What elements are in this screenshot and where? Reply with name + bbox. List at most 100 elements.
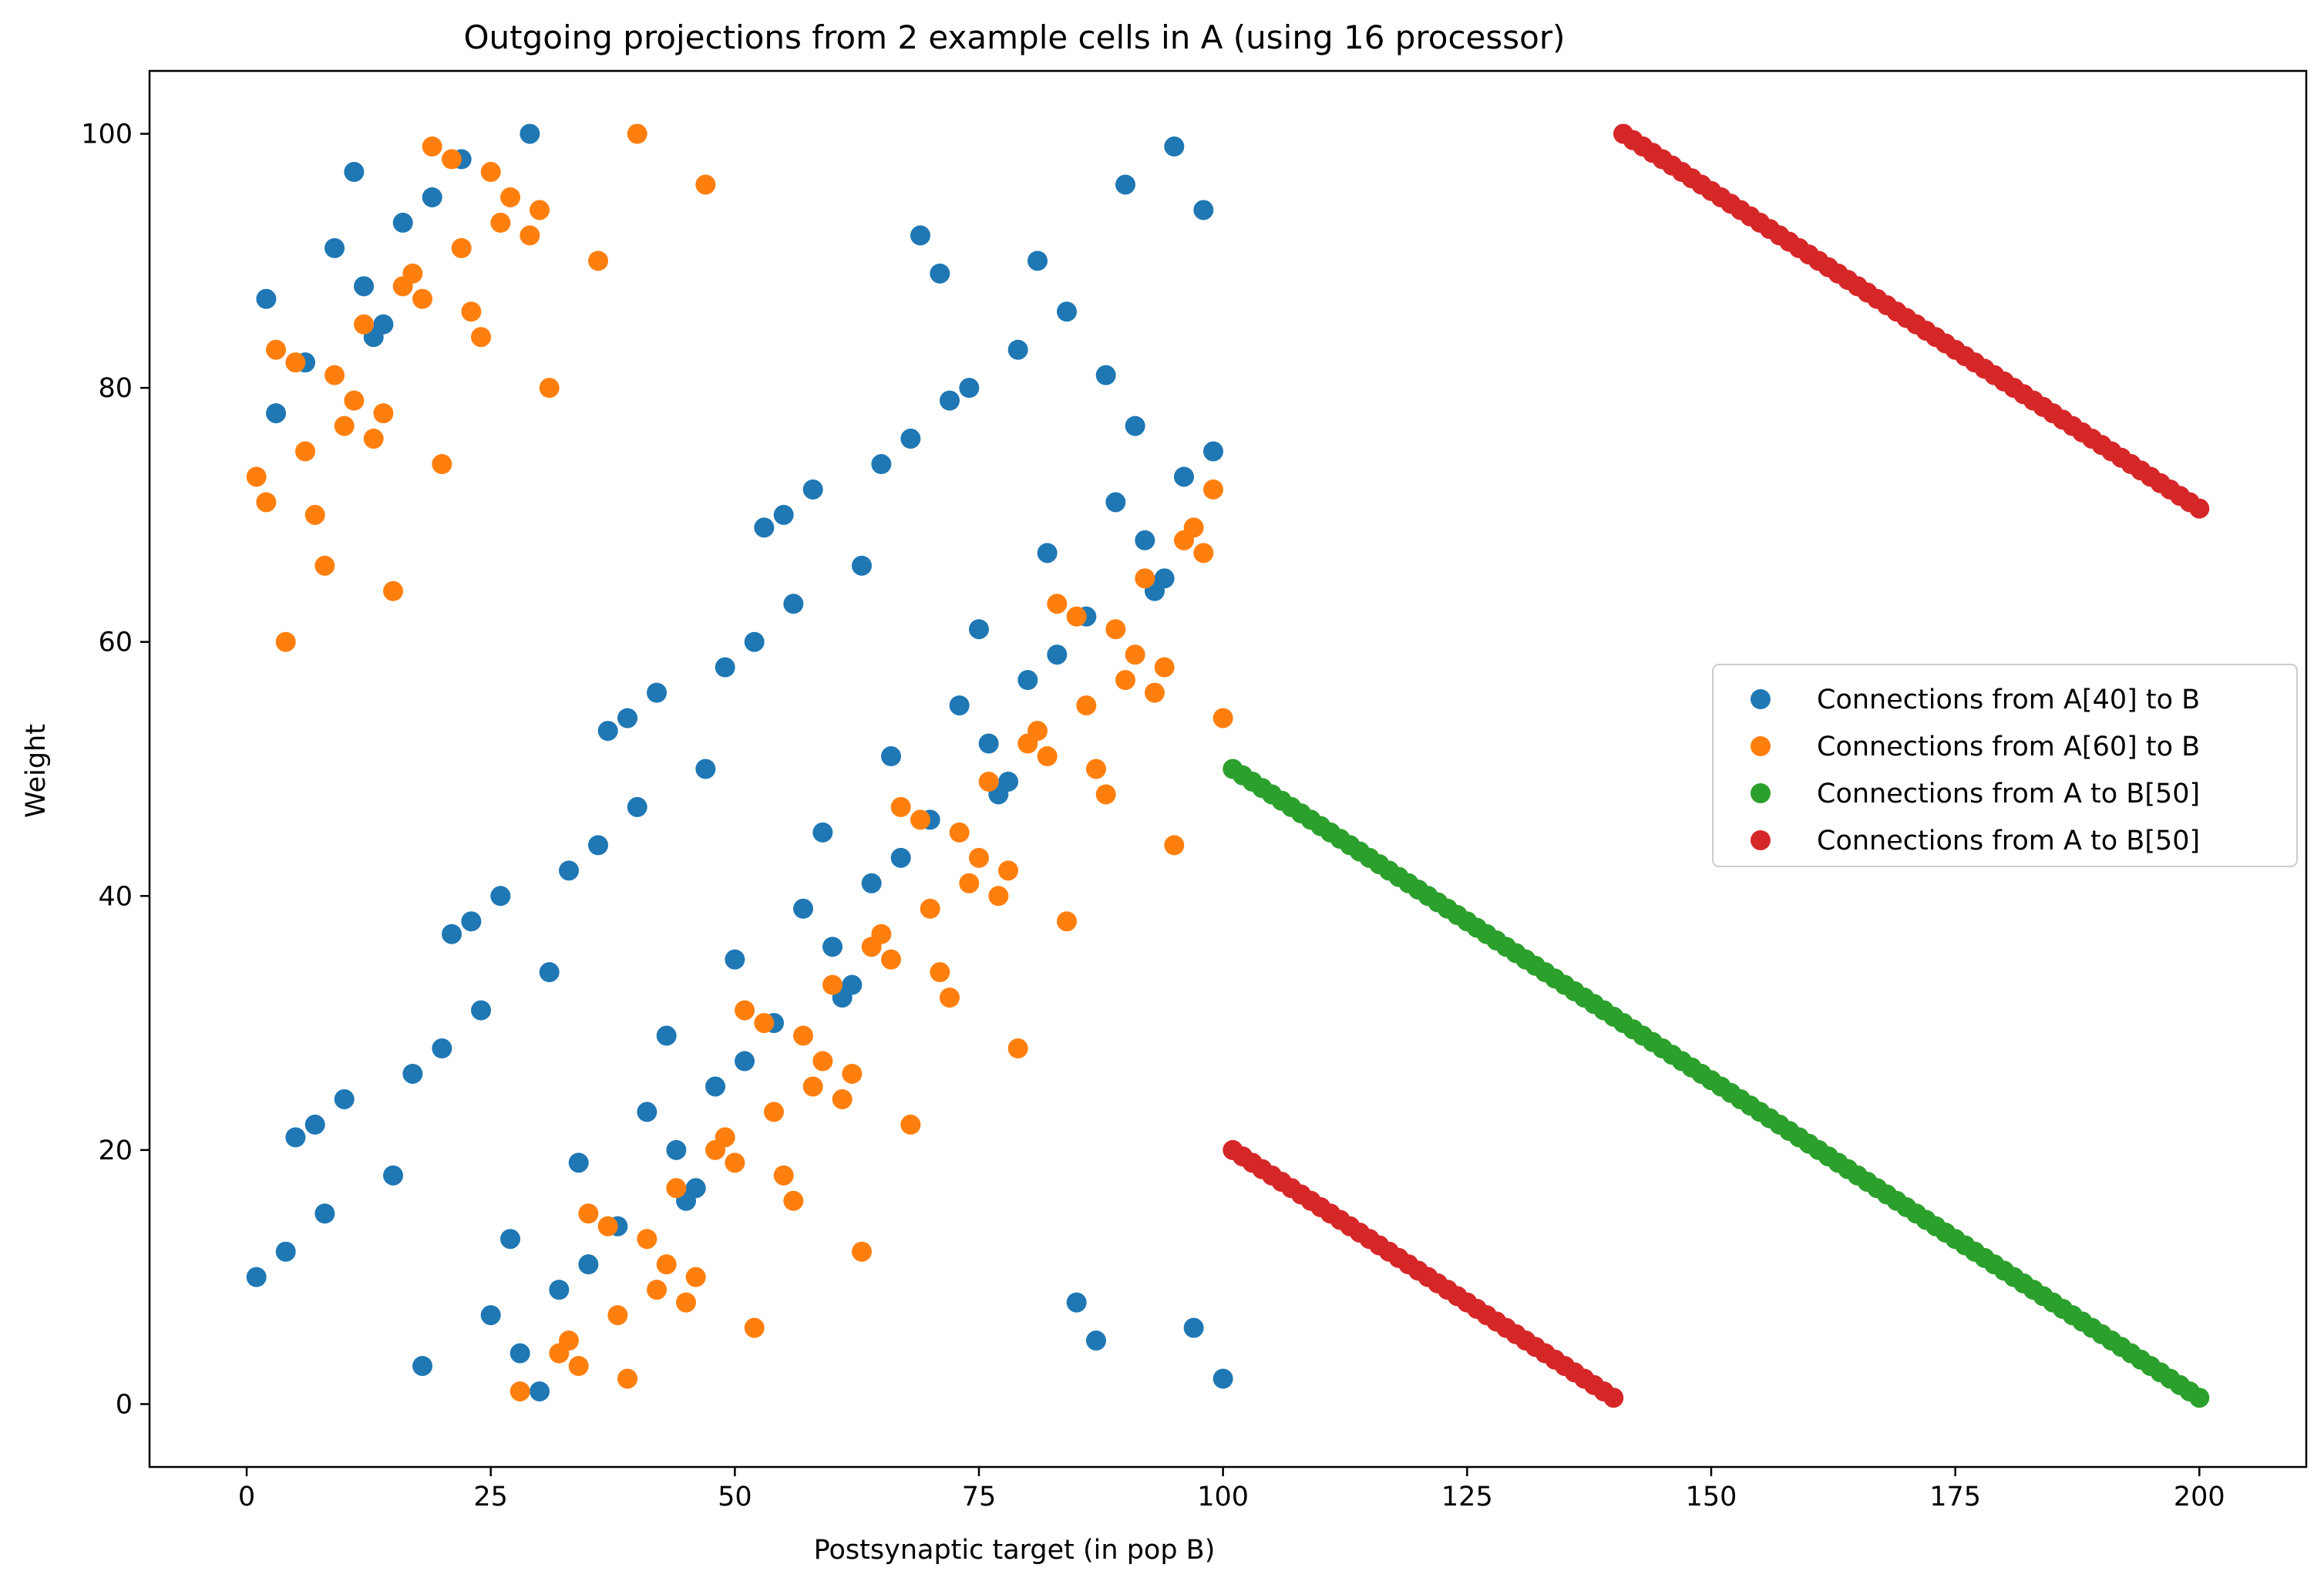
data-point [812,822,833,843]
data-point [275,631,296,652]
data-point [842,1063,863,1084]
data-point [1076,695,1097,716]
data-point [246,1267,267,1287]
data-point [490,212,511,233]
data-point [266,339,287,360]
data-point [285,352,306,373]
data-point [471,327,492,348]
data-point [568,1355,589,1376]
data-point [1007,339,1028,360]
data-point [744,631,765,652]
data-point [451,237,472,258]
data-point [480,162,501,183]
data-point [588,835,609,856]
data-point [978,733,999,754]
data-point [930,263,950,284]
data-point [705,1076,726,1097]
data-point [861,873,882,893]
data-point [1183,517,1204,538]
data-point [246,466,267,487]
data-point [949,695,970,716]
data-point [735,1000,755,1021]
data-point [500,187,521,207]
data-point [432,454,452,475]
data-point [1007,1038,1028,1059]
data-point [1135,568,1155,589]
data-point [1105,492,1126,513]
data-point [597,1216,618,1236]
data-point [597,721,618,742]
data-point [344,162,365,183]
data-point [383,580,404,601]
legend-marker [1751,736,1771,756]
data-point [363,429,384,449]
data-point [969,847,990,868]
chart-title: Outgoing projections from 2 example cell… [463,19,1565,56]
data-point [930,962,950,983]
data-point [285,1127,306,1148]
data-point [940,390,960,411]
data-point [304,504,325,525]
data-point [1193,200,1214,220]
data-point [461,911,482,932]
data-point [852,555,873,576]
data-point [1145,682,1165,703]
data-point [1095,784,1116,805]
legend-label: Connections from A to B[50] [1817,826,2200,856]
data-point [637,1102,658,1122]
data-point [1057,301,1078,322]
data-point [695,174,716,195]
data-point [1047,594,1068,614]
data-point [442,149,462,170]
data-point [539,962,560,983]
data-point [588,251,609,271]
data-point [647,1280,668,1300]
data-point [2189,498,2210,519]
data-point [442,924,462,944]
data-point [754,1013,775,1034]
data-point [647,682,668,703]
x-tick-label: 100 [1197,1482,1249,1512]
data-point [1125,644,1145,665]
data-point [998,860,1019,881]
y-tick-label: 100 [81,119,133,150]
data-point [627,123,647,144]
data-point [578,1203,599,1224]
y-axis-label: Weight [21,724,52,818]
data-point [666,1178,687,1199]
data-point [754,517,775,538]
data-point [1095,365,1116,385]
data-point [627,796,647,817]
data-point [471,1000,492,1021]
data-point [354,276,375,297]
data-point [520,123,540,144]
data-point [1135,530,1155,550]
data-point [822,974,843,995]
data-point [949,822,970,843]
data-point [900,429,921,449]
data-point [1115,670,1136,691]
data-point [890,847,911,868]
data-point [783,1190,804,1211]
data-point [344,390,365,411]
data-point [871,454,892,475]
data-point [510,1343,530,1364]
data-point [1037,746,1058,767]
data-point [1125,416,1145,436]
y-tick-label: 20 [98,1135,133,1166]
data-point [940,987,960,1008]
data-point [432,1038,452,1059]
data-point [314,1203,335,1224]
data-point [480,1305,501,1326]
x-tick-label: 175 [1929,1482,1981,1512]
data-point [314,555,335,576]
data-point [685,1178,706,1199]
data-point [881,746,902,767]
data-point [666,1139,687,1160]
data-point [802,479,823,500]
data-point [1047,644,1068,665]
data-point [1193,543,1214,564]
data-point [461,301,482,322]
data-point [325,237,345,258]
data-point [1037,543,1058,564]
